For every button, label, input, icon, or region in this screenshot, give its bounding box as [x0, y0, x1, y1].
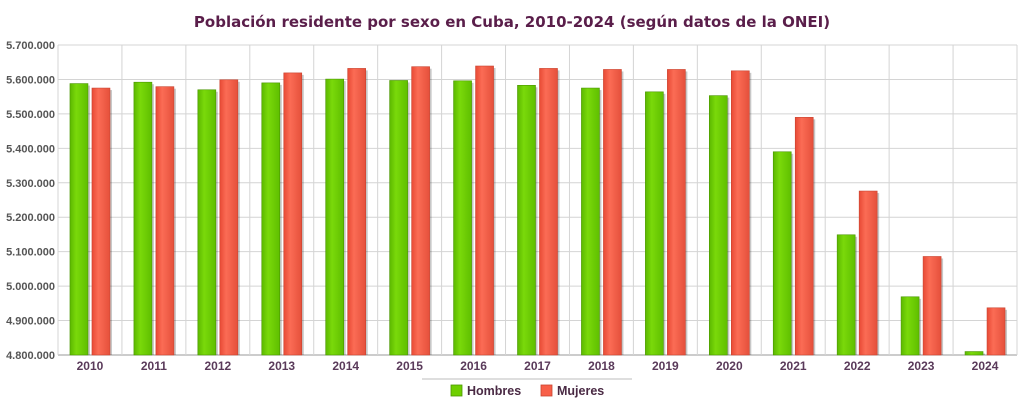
bar-mujeres-2013	[283, 72, 303, 356]
y-tick-label: 5.200.000	[6, 212, 55, 224]
x-tick-label: 2011	[141, 359, 167, 373]
x-tick-label: 2017	[524, 359, 551, 373]
x-tick-label: 2014	[332, 359, 359, 373]
y-tick-label: 5.600.000	[6, 74, 55, 86]
bar-mujeres-2011	[155, 86, 175, 356]
x-tick-label: 2024	[972, 359, 999, 373]
legend-swatch-mujeres	[540, 384, 553, 397]
bar-hombres-2024	[964, 351, 984, 356]
y-tick-label: 5.400.000	[6, 143, 55, 155]
bar-mujeres-2024	[986, 307, 1006, 356]
legend-label-mujeres: Mujeres	[557, 384, 604, 398]
bar-hombres-2010	[69, 83, 89, 356]
x-tick-label: 2012	[204, 359, 231, 373]
bar-mujeres-2016	[475, 65, 494, 356]
bar-mujeres-2022	[858, 190, 878, 356]
bar-hombres-2018	[581, 87, 600, 356]
bar-hombres-2022	[836, 234, 856, 356]
y-tick-label: 4.800.000	[6, 350, 55, 362]
x-tick-label: 2018	[588, 359, 615, 373]
bar-hombres-2015	[389, 80, 408, 356]
x-tick-label: 2022	[844, 359, 871, 373]
x-tick-label: 2019	[652, 359, 679, 373]
bar-hombres-2017	[517, 85, 536, 356]
y-tick-label: 5.300.000	[6, 178, 55, 190]
bars	[69, 65, 1008, 356]
x-tick-label: 2023	[908, 359, 935, 373]
y-tick-label: 4.900.000	[6, 316, 55, 328]
legend-swatch-hombres	[450, 384, 463, 397]
legend-label-hombres: Hombres	[467, 384, 521, 398]
bar-mujeres-2019	[667, 69, 686, 356]
x-tick-label: 2021	[780, 359, 807, 373]
bar-hombres-2021	[772, 151, 792, 356]
bar-mujeres-2020	[730, 70, 750, 356]
x-tick-label: 2015	[396, 359, 423, 373]
x-tick-label: 2013	[268, 359, 295, 373]
y-tick-label: 5.500.000	[6, 109, 55, 121]
y-tick-label: 5.000.000	[6, 281, 55, 293]
bar-mujeres-2012	[219, 79, 239, 356]
x-tick-label: 2020	[716, 359, 743, 373]
bar-mujeres-2018	[603, 69, 622, 356]
bar-mujeres-2014	[347, 68, 367, 356]
y-tick-label: 5.100.000	[6, 247, 55, 259]
bar-mujeres-2017	[539, 68, 558, 356]
bar-mujeres-2010	[91, 87, 111, 356]
x-tick-label: 2010	[77, 359, 104, 373]
bar-hombres-2016	[453, 80, 472, 356]
bar-hombres-2013	[261, 82, 281, 356]
y-axis: 4.800.000 4.900.000 5.000.000 5.100.000 5.20…	[6, 40, 55, 362]
bar-hombres-2012	[197, 89, 217, 356]
bar-hombres-2014	[325, 78, 345, 356]
bar-mujeres-2021	[794, 117, 814, 356]
legend: Hombres Mujeres	[422, 378, 632, 398]
y-tick-label: 5.700.000	[6, 40, 55, 52]
bar-hombres-2023	[900, 296, 920, 356]
bar-mujeres-2023	[922, 256, 942, 356]
x-axis: 2010 2011 2012 2013 2014 2015 2016 2017 2018 2019…	[77, 359, 999, 373]
chart-title: Población residente por sexo en Cuba, 20…	[194, 13, 830, 31]
bar-mujeres-2015	[411, 66, 430, 356]
x-tick-label: 2016	[460, 359, 487, 373]
bar-hombres-2011	[133, 81, 153, 356]
bar-hombres-2019	[645, 91, 664, 356]
grid	[57, 44, 1018, 356]
bar-hombres-2020	[708, 95, 728, 356]
